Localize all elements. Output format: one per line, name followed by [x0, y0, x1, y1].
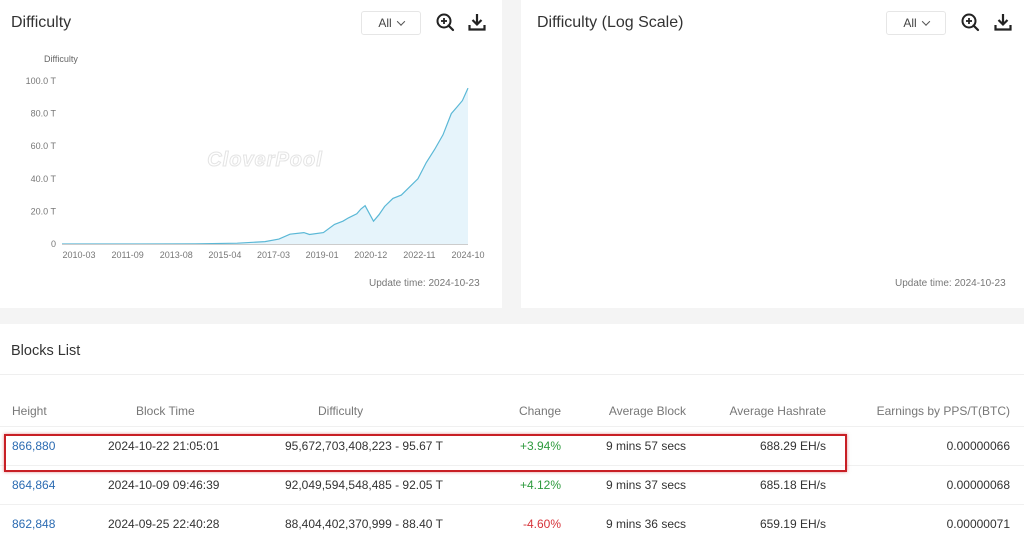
earnings: 0.00000068 — [946, 477, 1010, 492]
x-tick-label: 2017-03 — [257, 250, 290, 260]
average-block: 9 mins 36 secs — [605, 516, 686, 531]
x-tick-label: 2015-04 — [208, 250, 241, 260]
header-average-block[interactable]: Average Block — [608, 403, 686, 418]
block-time: 2024-09-25 22:40:28 — [108, 516, 220, 531]
header-average-hashrate[interactable]: Average Hashrate — [729, 403, 826, 418]
difficulty-change-cell: +4.12% — [492, 464, 567, 504]
block-time: 2024-10-22 21:05:01 — [108, 438, 220, 453]
series-line — [62, 87, 469, 245]
difficulty-change-cell: -4.60% — [492, 503, 567, 543]
average-hashrate: 659.19 EH/s — [759, 516, 826, 531]
average-block-cell: 9 mins 36 secs — [567, 503, 692, 543]
earnings: 0.00000071 — [946, 516, 1010, 531]
block-height-link-cell: 862,848 — [0, 503, 92, 543]
table-row: 864,864 2024-10-09 09:46:39 92,049,594,548… — [0, 464, 1024, 504]
download-icon[interactable] — [467, 12, 487, 32]
header-earnings[interactable]: Earnings by PPS/T(BTC) — [876, 403, 1010, 418]
y-tick-label: 0 — [51, 239, 56, 249]
y-tick-label: 40.0 T — [31, 174, 57, 184]
block-height-link[interactable]: 866,880 — [12, 438, 56, 453]
header-height[interactable]: Height — [12, 403, 47, 418]
block-difficulty: 92,049,594,548,485 - 92.05 T — [285, 477, 443, 492]
blocks-list-card: Blocks List Height Block Time Difficulty… — [0, 324, 1024, 546]
block-height-link-cell: 866,880 — [0, 425, 92, 465]
earnings: 0.00000066 — [946, 438, 1010, 453]
difficulty-chart: Difficulty 0 20.0 T 40.0 T 60.0 T 80.0 T 100.0… — [26, 54, 485, 260]
header-difficulty[interactable]: Difficulty — [318, 403, 364, 418]
chevron-down-icon — [396, 17, 405, 26]
difficulty-log-title: Difficulty (Log Scale) — [537, 14, 684, 31]
update-time: Update time: 2024-10-23 — [895, 278, 1006, 289]
range-select-label: All — [903, 16, 917, 30]
zoom-in-icon[interactable] — [960, 12, 980, 32]
y-axis-label: Difficulty — [44, 54, 78, 64]
table-row: 866,880 2024-10-22 21:05:01 95,672,703,408… — [0, 425, 1024, 465]
table-row: 862,848 2024-09-25 22:40:28 88,404,402,370… — [0, 503, 1024, 543]
block-time: 2024-10-09 09:46:39 — [108, 477, 220, 492]
series-area — [62, 88, 468, 244]
block-difficulty-cell: 88,404,402,370,999 - 88.40 T — [262, 503, 492, 543]
average-block: 9 mins 57 secs — [605, 438, 686, 453]
x-tick-label: 2010-03 — [62, 250, 95, 260]
blocks-list-title: Blocks List — [11, 343, 81, 359]
watermark: CloverPool — [207, 149, 323, 171]
block-difficulty-cell: 92,049,594,548,485 - 92.05 T — [262, 464, 492, 504]
header-change[interactable]: Change — [518, 403, 561, 418]
difficulty-change: -4.60% — [522, 516, 561, 531]
difficulty-card: Difficulty All Difficulty 0 20.0 T 40.0 T 60… — [0, 0, 502, 308]
difficulty-change-cell: +3.94% — [492, 425, 567, 465]
x-tick-label: 2024-10 — [451, 250, 484, 260]
average-hashrate: 685.18 EH/s — [759, 477, 826, 492]
average-block: 9 mins 37 secs — [605, 477, 686, 492]
difficulty-log-card: Difficulty (Log Scale) All Log Scale03.0… — [521, 0, 1024, 308]
block-difficulty: 95,672,703,408,223 - 95.67 T — [285, 438, 443, 453]
average-hashrate-cell: 659.19 EH/s — [692, 503, 832, 543]
table-header-row: Height Block Time Difficulty Change Aver… — [0, 396, 1024, 426]
header-block-time[interactable]: Block Time — [136, 403, 195, 418]
difficulty-change: +3.94% — [519, 438, 561, 453]
download-icon[interactable] — [993, 12, 1013, 32]
difficulty-change: +4.12% — [519, 477, 561, 492]
block-time-cell: 2024-10-09 09:46:39 — [92, 464, 262, 504]
average-block-cell: 9 mins 57 secs — [567, 425, 692, 465]
difficulty-title: Difficulty — [11, 14, 72, 31]
x-tick-label: 2013-08 — [160, 250, 193, 260]
zoom-in-icon[interactable] — [435, 12, 455, 32]
block-difficulty: 88,404,402,370,999 - 88.40 T — [285, 516, 443, 531]
x-tick-label: 2020-12 — [354, 250, 387, 260]
range-select[interactable]: All — [886, 11, 946, 35]
block-time-cell: 2024-09-25 22:40:28 — [92, 503, 262, 543]
y-tick-label: 20.0 T — [31, 206, 57, 216]
x-tick-label: 2019-01 — [306, 250, 339, 260]
block-height-link[interactable]: 864,864 — [12, 477, 56, 492]
y-tick-label: 80.0 T — [31, 109, 57, 119]
average-hashrate-cell: 688.29 EH/s — [692, 425, 832, 465]
divider — [0, 374, 1024, 375]
block-difficulty-cell: 95,672,703,408,223 - 95.67 T — [262, 425, 492, 465]
difficulty-log-chart: Log Scale03.06.09.012.015.0CloverPool201… — [521, 40, 1024, 270]
x-tick-label: 2011-09 — [111, 250, 143, 260]
x-tick-label: 2022-11 — [403, 250, 435, 260]
blocks-table: Height Block Time Difficulty Change Aver… — [0, 396, 1024, 543]
block-time-cell: 2024-10-22 21:05:01 — [92, 425, 262, 465]
range-select[interactable]: All — [361, 11, 421, 35]
block-height-link-cell: 864,864 — [0, 464, 92, 504]
block-height-link[interactable]: 862,848 — [12, 516, 56, 531]
y-tick-label: 100.0 T — [26, 76, 57, 86]
earnings-cell: 0.00000071 — [832, 503, 1024, 543]
chevron-down-icon — [921, 17, 930, 26]
update-time: Update time: 2024-10-23 — [369, 278, 480, 289]
average-hashrate-cell: 685.18 EH/s — [692, 464, 832, 504]
y-tick-label: 60.0 T — [31, 141, 57, 151]
average-hashrate: 688.29 EH/s — [759, 438, 826, 453]
range-select-label: All — [378, 16, 392, 30]
earnings-cell: 0.00000068 — [832, 464, 1024, 504]
average-block-cell: 9 mins 37 secs — [567, 464, 692, 504]
earnings-cell: 0.00000066 — [832, 425, 1024, 465]
